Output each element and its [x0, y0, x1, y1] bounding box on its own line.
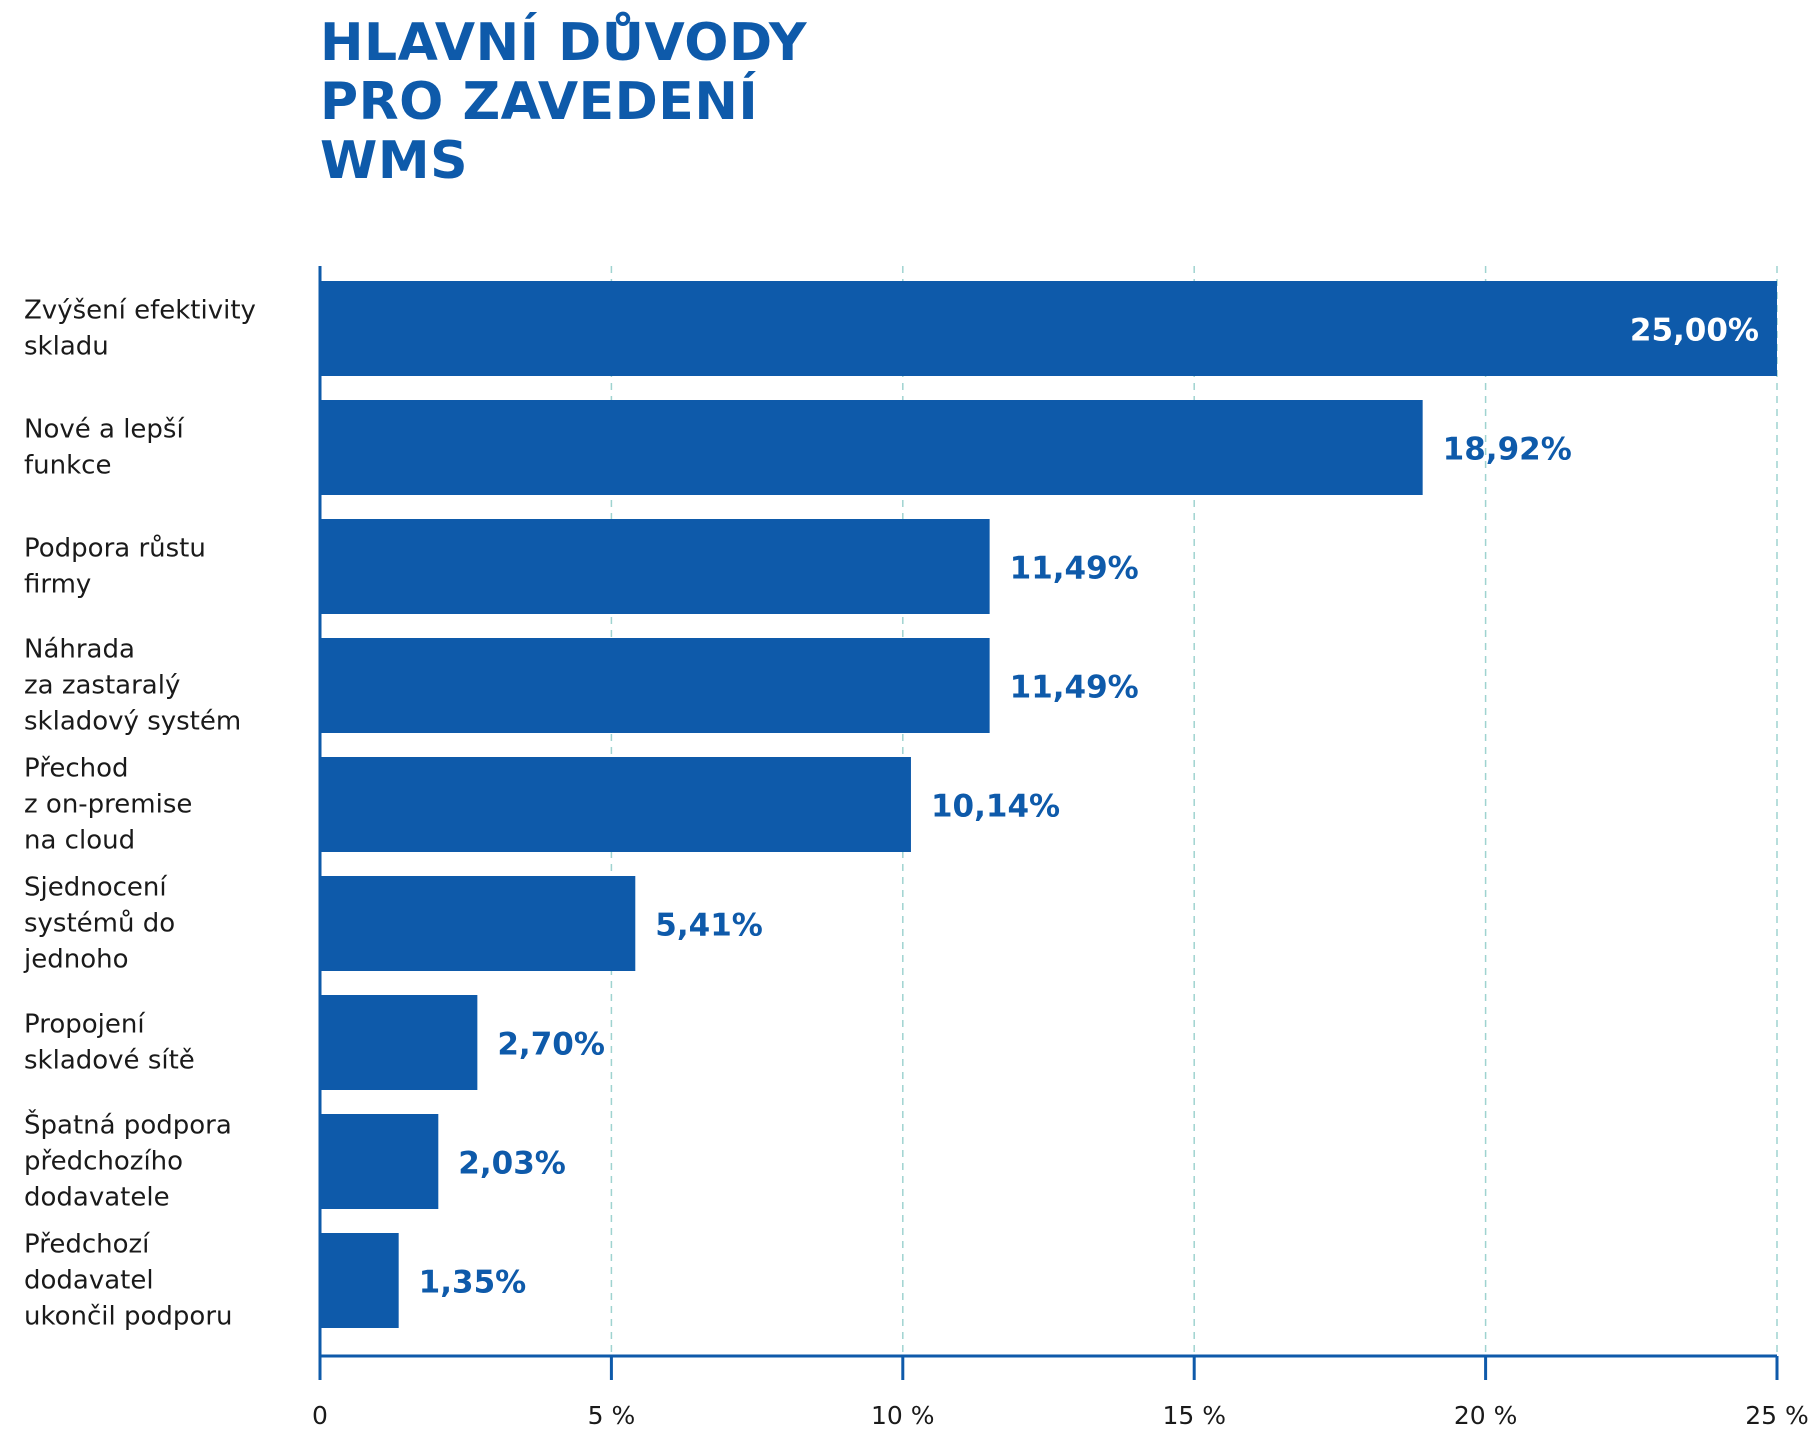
category-label: Náhrada za zastaralý skladový systém [24, 635, 241, 737]
category-label: Přechod z on-premise na cloud [24, 754, 192, 856]
value-label: 5,41% [655, 908, 763, 944]
labels: Zvýšení efektivity skladu 25,00% Nové a lep… [23, 296, 1809, 1431]
value-label: 2,03% [458, 1146, 566, 1182]
category-label: Špatná podpora předchozího dodavatele [24, 1109, 232, 1213]
category-label-line: Přechod [24, 754, 129, 784]
category-label-line: skladu [24, 332, 109, 362]
bar [320, 281, 1777, 376]
bar [320, 1114, 439, 1209]
bar [320, 1233, 399, 1328]
value-label: 11,49% [1010, 551, 1139, 587]
category-label-line: Nové a lepší [24, 415, 184, 445]
x-tick-label: 0 [312, 1401, 328, 1430]
category-label: Propojení skladové sítě [24, 1010, 195, 1076]
x-tick-label: 10 % [871, 1401, 935, 1430]
chart-title-line: PRO ZAVEDENÍ [320, 72, 759, 132]
category-label-line: funkce [24, 451, 111, 481]
value-label: 2,70% [497, 1027, 605, 1063]
category-label-line: Sjednocení [24, 873, 167, 903]
bar [320, 757, 911, 852]
x-tick-label: 5 % [588, 1401, 636, 1430]
value-label: 10,14% [931, 789, 1060, 825]
bars [320, 281, 1777, 1328]
category-label: Sjednocení systémů do jednoho [23, 873, 175, 975]
category-label-line: Náhrada [24, 635, 135, 665]
category-label-line: Zvýšení efektivity [24, 296, 256, 326]
chart-title: HLAVNÍ DŮVODY PRO ZAVEDENÍ WMS [320, 14, 807, 191]
category-label-line: Propojení [24, 1010, 145, 1040]
category-label-line: jednoho [23, 945, 129, 975]
category-label-line: Předchozí [24, 1230, 150, 1260]
bar [320, 400, 1423, 495]
value-label: 25,00% [1630, 313, 1759, 349]
bar [320, 638, 990, 733]
category-label: Nové a lepší funkce [24, 415, 184, 481]
bar [320, 876, 636, 971]
chart-title-line: HLAVNÍ DŮVODY [320, 13, 808, 73]
x-tick-label: 15 % [1162, 1401, 1226, 1430]
category-label-line: za zastaralý [24, 671, 180, 701]
category-label-line: skladový systém [24, 707, 241, 737]
axes [318, 266, 1779, 1380]
category-label-line: dodavatele [24, 1183, 170, 1213]
category-label-line: systémů do [24, 909, 175, 939]
category-label-line: z on-premise [24, 790, 192, 820]
category-label: Podpora růstu firmy [24, 534, 206, 600]
category-label-line: Podpora růstu [24, 534, 206, 564]
x-tick-label: 25 % [1745, 1401, 1809, 1430]
value-label: 18,92% [1443, 432, 1572, 468]
category-label-line: předchozího [24, 1147, 183, 1177]
category-label-line: skladové sítě [24, 1046, 195, 1076]
category-label-line: Špatná podpora [24, 1109, 232, 1141]
chart-title-line: WMS [320, 131, 469, 191]
bar [320, 519, 990, 614]
value-label: 1,35% [419, 1265, 527, 1301]
category-label-line: ukončil podporu [24, 1302, 233, 1332]
category-label: Zvýšení efektivity skladu [24, 296, 256, 362]
x-tick-label: 20 % [1454, 1401, 1518, 1430]
category-label-line: dodavatel [24, 1266, 154, 1296]
category-label-line: firmy [24, 570, 91, 600]
category-label-line: na cloud [24, 826, 135, 856]
category-label: Předchozí dodavatel ukončil podporu [24, 1230, 233, 1332]
value-label: 11,49% [1010, 670, 1139, 706]
bar [320, 995, 478, 1090]
